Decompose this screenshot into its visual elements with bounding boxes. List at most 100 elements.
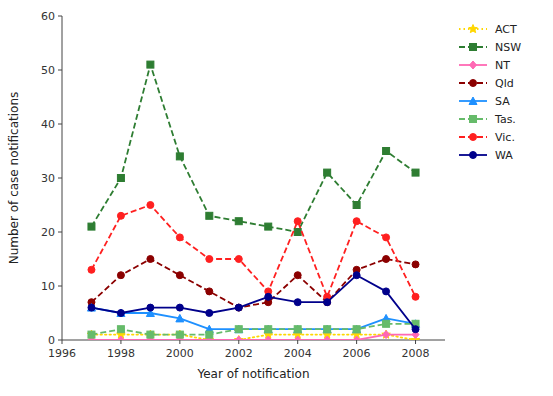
point [88,223,95,230]
point [383,331,390,339]
point [383,288,390,295]
y-tick [58,340,62,341]
legend-label: Tas. [494,113,516,126]
x-tick-label: 2008 [402,347,430,360]
point [147,256,154,263]
x-tick-label: 1996 [48,347,76,360]
legend-item: WA [459,149,513,162]
chart: 0102030405060199619982000200220042006200… [0,0,553,396]
point [412,261,419,268]
point [176,314,184,322]
y-tick-label: 40 [41,118,55,131]
point [88,331,95,338]
x-tick [238,340,239,344]
legend-item: SA [459,95,510,108]
legend-item: NSW [459,41,521,54]
point [294,325,302,333]
point [88,304,95,311]
point [176,234,183,241]
legend-label: NSW [495,41,521,54]
point [87,304,95,312]
point [383,320,390,327]
legend-marker [469,97,477,105]
y-tick-label: 30 [41,172,55,185]
series-line [91,259,415,308]
y-tick [58,16,62,17]
point [117,336,124,340]
series-line [91,335,415,340]
x-tick-label: 2002 [225,347,253,360]
legend-marker [470,80,477,87]
x-tick [356,340,357,344]
point [265,326,272,333]
legend-label: NT [495,59,510,72]
point [324,326,331,333]
y-axis-line [62,16,63,340]
x-tick [415,340,416,344]
point [234,336,243,341]
point [294,326,301,333]
point [176,330,185,338]
series-line [91,308,415,330]
point [146,330,155,338]
legend-marker [470,44,477,51]
axes: 0102030405060199619982000200220042006200… [41,10,445,360]
point [324,336,331,340]
point [324,299,331,306]
series-line [91,335,415,340]
point [147,304,154,311]
point [353,326,360,333]
point [147,202,154,209]
legend-label: ACT [495,23,517,36]
y-tick-label: 20 [41,226,55,239]
series-line [91,275,415,329]
point [235,218,242,225]
legend: ACT NSW NT Qld SA Tas. Vic. WA [459,23,521,162]
legend-label: Qld [495,77,514,90]
point [117,212,124,219]
point [147,61,154,68]
point [87,330,96,338]
point [206,331,213,338]
point [353,272,360,279]
point [265,223,272,230]
point [383,234,390,241]
point [383,256,390,263]
point [265,293,272,300]
legend-marker [469,25,478,33]
series [88,202,419,301]
x-tick-label: 2000 [166,347,194,360]
point [206,310,213,317]
legend-marker [470,116,477,123]
series-line [91,324,415,335]
point [176,153,183,160]
point [294,218,301,225]
point [206,212,213,219]
point [353,325,361,333]
legend-item: Tas. [459,113,516,126]
x-tick-label: 2004 [284,347,312,360]
point [206,288,213,295]
point [324,299,331,306]
y-tick [58,124,62,125]
legend-item: Vic. [459,131,515,144]
series-line [91,205,415,297]
y-tick [58,70,62,71]
point [88,266,95,273]
point [294,299,301,306]
legend-item: NT [459,59,510,72]
point [235,304,242,311]
legend-label: Vic. [495,131,515,144]
y-tick [58,232,62,233]
point [117,326,124,333]
legend-item: ACT [459,23,517,36]
point [176,304,183,311]
x-tick [120,340,121,344]
legend-marker [470,152,477,159]
x-tick [297,340,298,344]
plot-area [87,61,420,340]
x-axis-label: Year of notification [196,367,309,381]
y-axis-label: Number of case notifications [7,92,21,265]
point [294,272,301,279]
point [117,310,124,317]
